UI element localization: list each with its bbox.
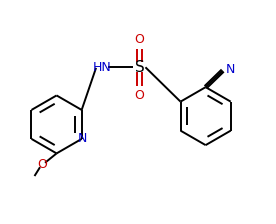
Text: S: S <box>134 60 144 75</box>
Text: O: O <box>37 159 47 172</box>
Text: N: N <box>226 63 235 76</box>
Text: O: O <box>134 89 144 102</box>
Text: N: N <box>78 132 87 145</box>
Text: HN: HN <box>93 61 112 74</box>
Text: O: O <box>134 33 144 46</box>
